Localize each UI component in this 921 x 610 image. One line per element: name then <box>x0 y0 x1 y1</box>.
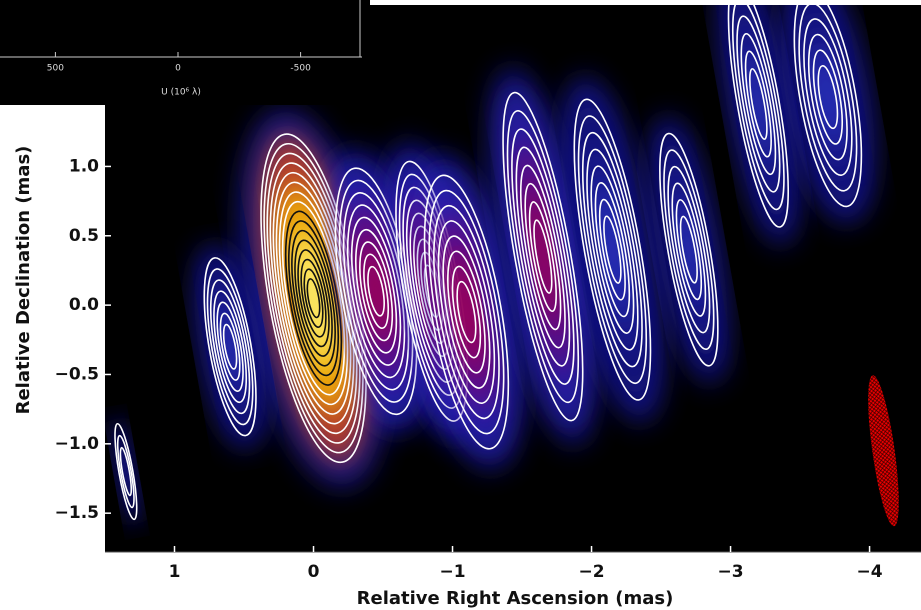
contour <box>506 110 580 404</box>
contour <box>807 33 848 161</box>
contour <box>294 239 333 357</box>
contour <box>206 268 254 426</box>
contour <box>663 149 715 351</box>
contour <box>731 0 785 211</box>
beam <box>868 375 899 527</box>
contour <box>528 201 557 313</box>
contour <box>573 98 652 401</box>
contour <box>209 279 251 415</box>
y-tick-label: −1.5 <box>55 503 99 523</box>
contour <box>793 0 863 208</box>
x-axis-label: Relative Right Ascension (mas) <box>357 588 674 609</box>
contour <box>433 204 500 420</box>
contour <box>359 241 394 342</box>
y-tick-label: −1.0 <box>55 434 100 454</box>
contour <box>288 220 340 377</box>
top-strip <box>370 0 921 5</box>
contour <box>222 323 238 370</box>
contour <box>603 215 622 284</box>
contour <box>447 250 486 374</box>
contour <box>423 174 510 450</box>
y-tick-label: 0.5 <box>69 226 99 246</box>
contour <box>300 258 327 338</box>
contour <box>456 280 477 344</box>
contour <box>577 115 648 385</box>
x-tick-label: 1 <box>169 562 181 582</box>
inset-background <box>0 0 362 105</box>
y-tick-label: 0.0 <box>69 295 99 315</box>
contour <box>659 132 719 367</box>
contour <box>671 182 707 317</box>
contour <box>817 65 839 130</box>
contour <box>367 265 385 317</box>
contour <box>350 216 402 366</box>
inset-x-label: U (10⁶ λ) <box>161 88 201 98</box>
intensity <box>121 452 131 491</box>
y-tick-label: 1.0 <box>69 156 99 176</box>
contour <box>727 0 790 228</box>
x-tick-label: 0 <box>308 562 320 582</box>
intensity <box>814 53 842 141</box>
contour <box>679 215 698 284</box>
contour <box>442 235 491 389</box>
contour <box>355 228 398 354</box>
inset-tick-label: 500 <box>47 64 64 74</box>
plot-area <box>111 0 899 527</box>
contour <box>363 253 390 329</box>
contour <box>119 446 133 497</box>
contour <box>586 148 639 351</box>
contour <box>216 301 244 392</box>
contour <box>519 164 566 349</box>
contour <box>297 249 330 348</box>
intensity <box>219 311 241 383</box>
contour <box>502 91 584 422</box>
contour <box>667 165 711 334</box>
intensity <box>746 54 771 154</box>
contour <box>736 15 781 193</box>
inset: U (10⁶ λ) 500 0 -500 <box>0 0 362 105</box>
x-tick-label: −1 <box>439 562 465 582</box>
contour <box>437 220 496 405</box>
inset-tick-label: -500 <box>290 64 311 74</box>
y-axis-label: Relative Declination (mas) <box>13 146 34 415</box>
intensity <box>677 203 701 297</box>
contour <box>291 229 336 367</box>
x-tick-label: −3 <box>718 562 744 582</box>
contour <box>306 278 321 319</box>
contour <box>675 199 703 301</box>
contour <box>515 146 571 367</box>
contour <box>581 131 643 368</box>
y-tick-label: −0.5 <box>55 364 99 384</box>
contour <box>303 268 324 328</box>
contour <box>219 312 241 381</box>
x-tick-label: −2 <box>579 562 605 582</box>
contour <box>284 210 343 386</box>
contour <box>116 434 135 509</box>
contour <box>346 204 406 379</box>
contour <box>590 165 635 334</box>
inset-tick-label: 0 <box>175 64 181 74</box>
contour <box>511 128 575 385</box>
contour <box>749 68 768 140</box>
contour <box>281 200 346 396</box>
contour <box>428 189 505 435</box>
contour <box>213 290 248 404</box>
contour <box>598 198 626 301</box>
contour <box>803 18 853 177</box>
contour <box>524 182 562 331</box>
contour <box>203 257 257 437</box>
contour <box>744 50 772 158</box>
contour <box>114 422 138 521</box>
contour <box>740 32 777 176</box>
contour <box>594 182 631 318</box>
contour <box>812 49 844 145</box>
x-tick-label: −4 <box>857 562 883 582</box>
contour <box>533 219 553 294</box>
contour <box>451 265 482 359</box>
